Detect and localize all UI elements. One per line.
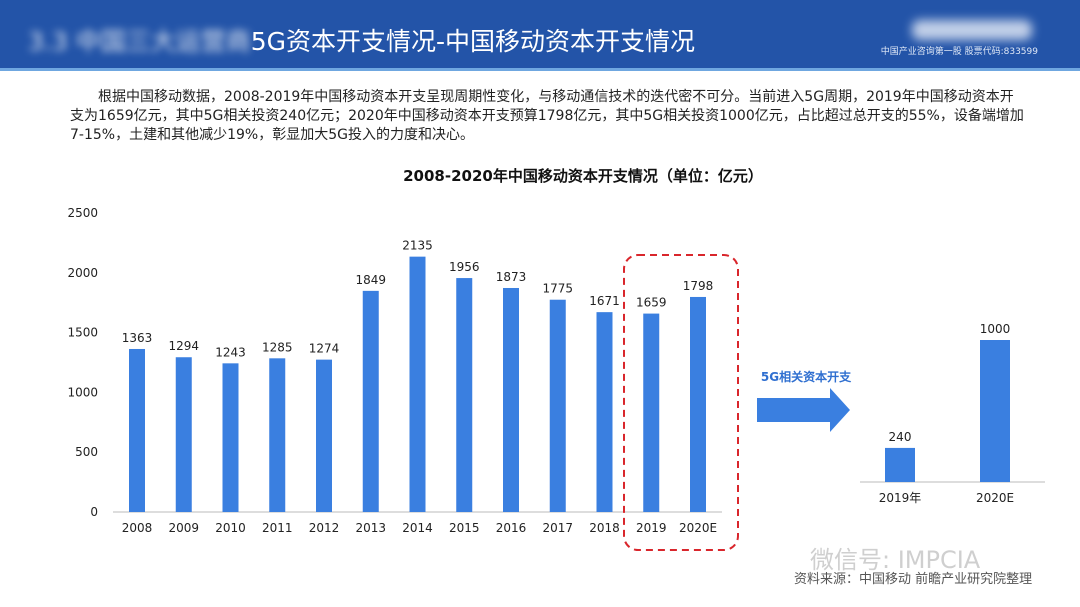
header-tagline: 中国产业咨询第一股 股票代码:833599: [880, 47, 1038, 57]
title-text: 5G资本开支情况-中国移动资本开支情况: [250, 27, 696, 56]
x-tick-label: 2009: [168, 521, 199, 535]
highlight-box: [623, 254, 739, 551]
bar: [362, 290, 379, 512]
data-label: 1285: [262, 340, 293, 354]
bar: [456, 278, 473, 512]
data-label: 1274: [309, 342, 340, 356]
x-tick-label: 2020E: [679, 521, 717, 535]
y-tick-label: 0: [90, 505, 98, 519]
logo: [912, 20, 1032, 40]
x-tick-label: 2012: [309, 521, 340, 535]
mini-x-tick-label: 2019年: [879, 491, 922, 505]
y-tick-label: 2000: [67, 266, 98, 280]
data-label: 1873: [496, 270, 527, 284]
page-title: 3.3 中国三大运营商5G资本开支情况-中国移动资本开支情况: [28, 22, 695, 58]
bar: [269, 358, 286, 512]
mini-data-label: 1000: [980, 322, 1011, 336]
x-tick-label: 2018: [589, 521, 620, 535]
bar: [175, 357, 192, 512]
y-tick-label: 2500: [67, 206, 98, 220]
x-tick-label: 2017: [542, 521, 573, 535]
arrow-label: 5G相关资本开支: [761, 369, 852, 384]
intro-paragraph: 根据中国移动数据，2008-2019年中国移动资本开支呈现周期性变化，与移动通信…: [70, 89, 1024, 143]
title-prefix: 3.3 中国三大运营商: [28, 27, 251, 56]
x-tick-label: 2011: [262, 521, 293, 535]
bar: [690, 296, 706, 512]
x-tick-label: 2010: [215, 521, 246, 535]
bar: [549, 299, 566, 512]
data-label: 1671: [589, 294, 620, 308]
x-tick-label: 2016: [496, 521, 527, 535]
data-label: 1363: [122, 331, 153, 345]
arrow-right-icon: [757, 388, 850, 432]
source-note: 资料来源：中国移动 前瞻产业研究院整理: [794, 572, 1033, 587]
x-tick-label: 2008: [122, 521, 153, 535]
bar: [409, 256, 426, 512]
y-tick-label: 1500: [67, 326, 98, 340]
bar: [129, 348, 145, 512]
data-label: 1659: [636, 296, 667, 310]
x-tick-label: 2013: [355, 521, 386, 535]
bar: [643, 313, 660, 512]
data-label: 1956: [449, 260, 480, 274]
data-label: 1294: [168, 339, 199, 353]
bar: [503, 287, 519, 512]
bar: [596, 312, 613, 512]
header-bar: 3.3 中国三大运营商5G资本开支情况-中国移动资本开支情况 中国产业咨询第一股…: [0, 0, 1080, 71]
mini-bar: [885, 447, 915, 482]
data-label: 1775: [542, 282, 573, 296]
chart-title: 2008-2020年中国移动资本开支情况（单位：亿元）: [403, 167, 763, 185]
y-tick-label: 500: [75, 445, 98, 459]
data-label: 2135: [402, 239, 433, 253]
data-label: 1849: [355, 273, 386, 287]
x-tick-label: 2019: [636, 521, 667, 535]
x-tick-label: 2014: [402, 521, 433, 535]
bar: [222, 363, 239, 512]
mini-bar: [980, 340, 1010, 482]
data-label: 1798: [683, 279, 714, 293]
y-tick-label: 1000: [67, 385, 98, 399]
x-tick-label: 2015: [449, 521, 480, 535]
data-label: 1243: [215, 345, 246, 359]
watermark: 微信号: IMPCIA: [810, 546, 981, 574]
mini-x-tick-label: 2020E: [976, 491, 1014, 505]
mini-data-label: 240: [889, 430, 912, 444]
bar: [316, 359, 332, 512]
